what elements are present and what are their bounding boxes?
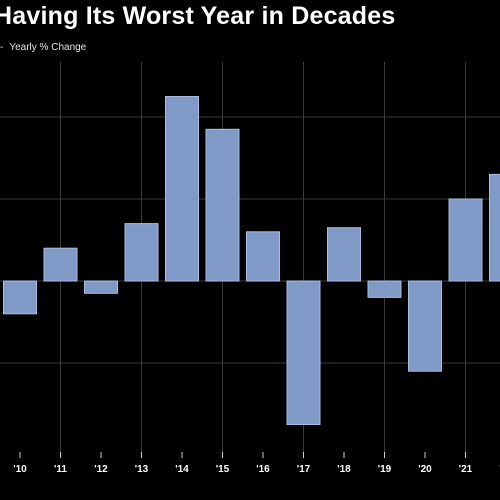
x-tick-label: '17 (297, 464, 311, 475)
x-tick-label: '20 (418, 464, 432, 475)
bar-22 (489, 173, 500, 282)
legend-swatch: - (0, 42, 4, 53)
x-tick-label: '16 (256, 464, 270, 475)
bar-11 (43, 247, 78, 282)
x-tick-label: '14 (175, 464, 189, 475)
bar-16 (246, 231, 280, 282)
bar-15 (205, 128, 240, 282)
legend-label: Yearly % Change (9, 42, 87, 53)
tick-layer: '10'11'12'13'14'15'16'17'18'19'20'21'22 (13, 452, 500, 475)
x-tick-label: '18 (337, 464, 351, 475)
bar-17 (286, 280, 321, 425)
x-tick-label: '12 (94, 464, 108, 475)
bar-10 (3, 280, 37, 315)
x-tick-label: '10 (13, 464, 27, 475)
bar-18 (327, 227, 361, 282)
bar-19 (367, 280, 402, 298)
bar-21 (448, 198, 483, 282)
x-tick-label: '19 (378, 464, 392, 475)
x-tick-label: '11 (54, 464, 67, 475)
bar-14 (165, 96, 199, 282)
bar-13 (124, 223, 159, 282)
x-tick-label: '21 (459, 464, 473, 475)
legend: - Yearly % Change (0, 42, 86, 53)
chart-title: Having Its Worst Year in Decades (0, 2, 396, 30)
x-tick-label: '15 (216, 464, 230, 475)
bar-20 (408, 280, 442, 372)
bar-12 (84, 280, 118, 294)
bar-layer (3, 96, 500, 425)
x-tick-label: '13 (135, 464, 149, 475)
